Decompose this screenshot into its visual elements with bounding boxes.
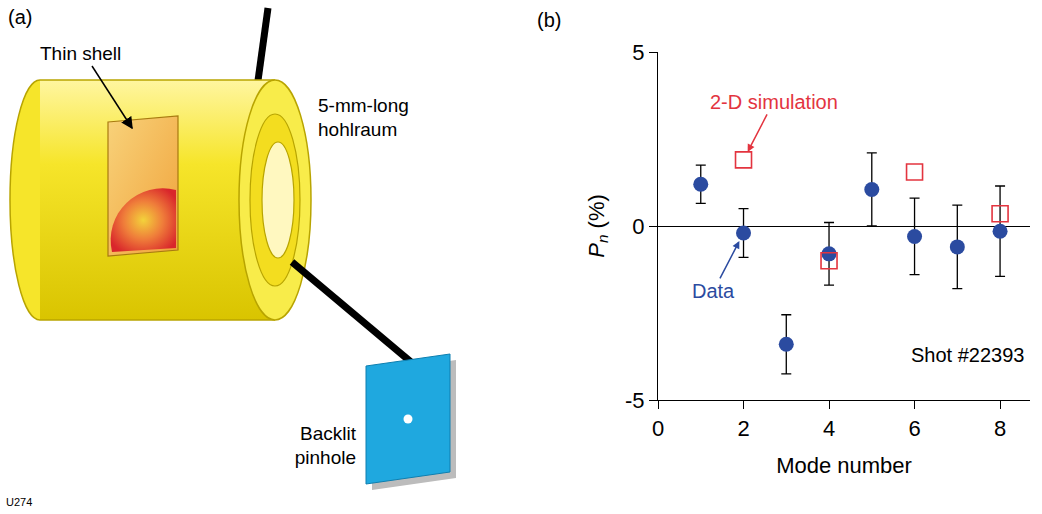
svg-text:Shot #22393: Shot #22393 [911, 344, 1024, 366]
svg-text:(b): (b) [537, 9, 561, 31]
svg-text:5: 5 [632, 40, 644, 65]
svg-text:Backlit: Backlit [300, 423, 357, 444]
svg-text:0: 0 [652, 416, 664, 441]
svg-text:Data: Data [692, 280, 735, 302]
svg-text:Mode number: Mode number [776, 453, 912, 478]
svg-text:2: 2 [737, 416, 749, 441]
svg-text:U274: U274 [6, 496, 32, 508]
svg-text:6: 6 [908, 416, 920, 441]
svg-text:(a): (a) [8, 6, 32, 28]
svg-text:Thin shell: Thin shell [40, 43, 121, 64]
svg-text:0: 0 [632, 214, 644, 239]
svg-text:-5: -5 [625, 388, 645, 413]
svg-text:5-mm-long: 5-mm-long [318, 95, 409, 116]
svg-text:P​n​ (%): P​n​ (%) [584, 194, 612, 258]
svg-text:hohlraum: hohlraum [318, 119, 397, 140]
svg-text:4: 4 [823, 416, 835, 441]
svg-text:2-D simulation: 2-D simulation [710, 91, 838, 113]
svg-text:8: 8 [994, 416, 1006, 441]
svg-text:pinhole: pinhole [295, 447, 356, 468]
